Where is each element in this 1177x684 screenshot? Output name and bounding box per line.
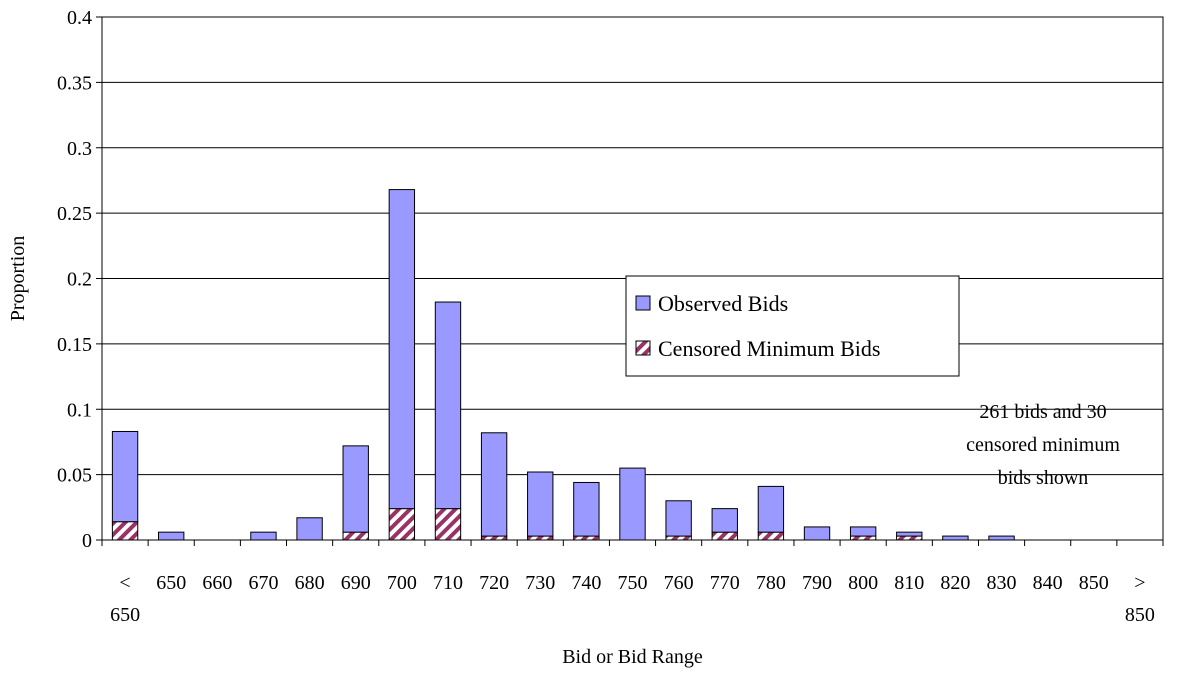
- bar-observed: [573, 481, 600, 537]
- bar-censored-minimum: [896, 535, 923, 541]
- bar-observed: [111, 430, 139, 523]
- bar-observed: [250, 531, 277, 541]
- y-tick-label: 0.4: [67, 7, 92, 29]
- x-tick-label: 800: [848, 572, 878, 594]
- axes: 0 0.05 0.1 0.15 0.2 0.25 0.3 0.35 0.4 <650 650 660 6…: [7, 7, 1164, 668]
- x-tick-label: >: [1134, 572, 1145, 594]
- x-tick-label: 830: [987, 572, 1017, 594]
- x-tick-label: <: [119, 572, 130, 594]
- x-tick-label: 850: [1125, 604, 1155, 626]
- y-tick-label: 0.2: [67, 269, 92, 291]
- bar-censored-minimum: [342, 531, 369, 541]
- bar-observed: [342, 445, 369, 533]
- y-tick-label: 0: [82, 530, 92, 552]
- bar-observed: [896, 531, 923, 537]
- bar-observed: [619, 467, 646, 541]
- x-tick-label: 770: [710, 572, 740, 594]
- x-tick-label: 710: [433, 572, 463, 594]
- legend-swatch-observed: [635, 295, 651, 311]
- bar-censored-minimum: [665, 535, 692, 541]
- legend-label-observed: Observed Bids: [658, 291, 788, 316]
- bars: [111, 189, 1015, 541]
- x-tick-label: 780: [756, 572, 786, 594]
- bar-censored-minimum: [757, 531, 785, 541]
- annotation: 261 bids and 30 censored minimum bids show…: [966, 401, 1120, 489]
- x-tick-label: 760: [664, 572, 694, 594]
- x-tick-label: 670: [248, 572, 278, 594]
- bar-observed: [757, 485, 785, 533]
- legend-swatch-censored: [635, 340, 651, 356]
- bar-censored-minimum: [434, 508, 462, 541]
- x-tick-label: 810: [894, 572, 924, 594]
- x-tick-label: 740: [571, 572, 601, 594]
- legend-label-censored: Censored Minimum Bids: [658, 336, 880, 361]
- x-tick-label: 660: [202, 572, 232, 594]
- bar-observed: [296, 517, 323, 541]
- bar-observed: [158, 531, 185, 541]
- x-tick-label: 650: [156, 572, 186, 594]
- annotation-line: bids shown: [998, 467, 1089, 489]
- bar-censored-minimum: [480, 535, 508, 541]
- bar-observed: [942, 535, 969, 541]
- x-tick-label: 650: [110, 604, 140, 626]
- y-tick-label: 0.25: [57, 203, 92, 225]
- bar-observed: [434, 301, 462, 510]
- bar-observed: [988, 535, 1015, 541]
- plot-border: [101, 16, 1164, 541]
- x-tick-label: 690: [341, 572, 371, 594]
- legend: Observed Bids Censored Minimum Bids: [625, 275, 960, 377]
- x-tick-label: 700: [387, 572, 417, 594]
- bar-censored-minimum: [849, 535, 877, 541]
- y-tick-label: 0.3: [67, 138, 92, 160]
- y-tick-label: 0.05: [57, 465, 92, 487]
- bar-censored-minimum: [573, 535, 600, 541]
- bar-observed: [527, 471, 554, 537]
- legend-box: [625, 275, 960, 377]
- bar-observed: [480, 432, 508, 537]
- x-tick-label: 680: [295, 572, 325, 594]
- bar-observed: [388, 189, 416, 510]
- x-tick-label: 820: [940, 572, 970, 594]
- x-tick-label: 750: [618, 572, 648, 594]
- bar-observed: [803, 526, 831, 541]
- x-tick-label: 840: [1033, 572, 1063, 594]
- y-tick-label: 0.1: [67, 399, 92, 421]
- bar-censored-minimum: [527, 535, 554, 541]
- bar-censored-minimum: [111, 521, 139, 541]
- x-tick-label: 850: [1079, 572, 1109, 594]
- y-tick-label: 0.35: [57, 72, 92, 94]
- bar-censored-minimum: [711, 531, 738, 541]
- x-tick-label: 790: [802, 572, 832, 594]
- x-axis-title: Bid or Bid Range: [562, 646, 703, 668]
- y-tick-label: 0.15: [57, 334, 92, 356]
- bar-observed: [665, 500, 692, 537]
- bar-censored-minimum: [388, 508, 416, 541]
- x-tick-label: 730: [525, 572, 555, 594]
- bar-observed: [849, 526, 877, 537]
- x-tick-label: 720: [479, 572, 509, 594]
- bar-observed: [711, 508, 738, 533]
- annotation-line: 261 bids and 30: [979, 401, 1106, 423]
- annotation-line: censored minimum: [966, 434, 1120, 456]
- y-axis-title: Proportion: [7, 236, 29, 322]
